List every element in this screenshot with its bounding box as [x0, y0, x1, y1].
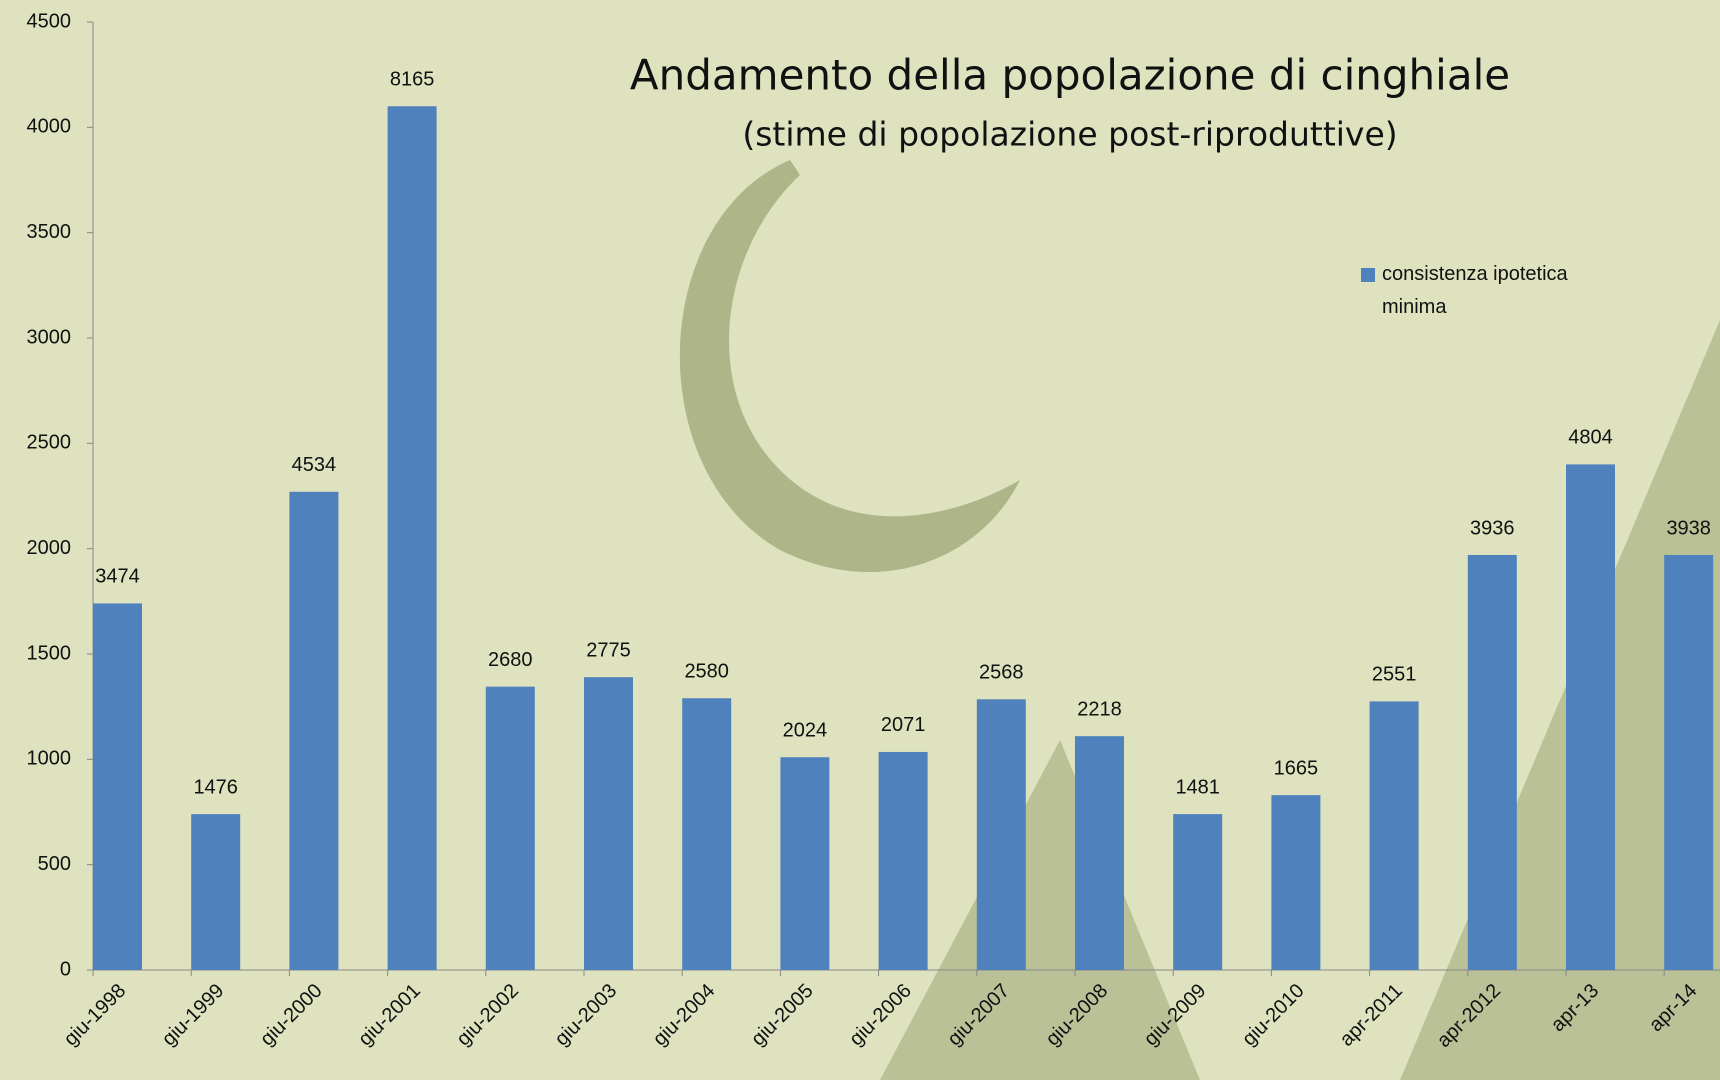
- y-tick-label: 4500: [27, 10, 72, 32]
- data-label: 2551: [1372, 664, 1417, 686]
- y-tick-label: 3000: [27, 326, 72, 348]
- bar: [1664, 555, 1713, 970]
- legend-swatch: [1361, 268, 1375, 282]
- y-tick-label: 0: [60, 958, 71, 980]
- y-tick-label: 500: [38, 853, 71, 875]
- data-label: 2680: [488, 649, 533, 671]
- bar: [1468, 555, 1517, 970]
- chart-subtitle: (stime di popolazione post-riproduttive): [742, 115, 1397, 154]
- data-label: 1476: [193, 776, 238, 798]
- bar: [584, 677, 633, 970]
- data-label: 8165: [390, 69, 435, 91]
- data-label: 2071: [881, 714, 926, 736]
- bar: [1370, 701, 1419, 970]
- bar: [780, 757, 829, 970]
- y-tick-label: 2000: [27, 537, 72, 559]
- bar: [388, 106, 437, 970]
- data-label: 2218: [1077, 698, 1122, 720]
- data-label: 3938: [1666, 517, 1711, 539]
- data-label: 4804: [1568, 427, 1613, 449]
- data-label: 2024: [783, 720, 828, 742]
- data-label: 1665: [1274, 757, 1319, 779]
- y-tick-label: 1500: [27, 642, 72, 664]
- bar: [486, 687, 535, 970]
- bar: [1173, 814, 1222, 970]
- data-label: 3936: [1470, 517, 1515, 539]
- y-tick-label: 1000: [27, 748, 72, 770]
- bar: [289, 492, 338, 970]
- data-label: 2775: [586, 639, 631, 661]
- page: Andamento della popolazione di cinghiale…: [0, 0, 1720, 1080]
- bar: [1271, 795, 1320, 970]
- y-tick-label: 4000: [27, 116, 72, 138]
- bar: [879, 752, 928, 970]
- data-label: 2568: [979, 662, 1024, 684]
- bar: [1566, 464, 1615, 970]
- y-tick-label: 2500: [27, 432, 72, 454]
- y-tick-label: 3500: [27, 221, 72, 243]
- data-label: 3474: [95, 566, 140, 588]
- bar: [977, 699, 1026, 970]
- data-label: 4534: [292, 454, 337, 476]
- chart-title: Andamento della popolazione di cinghiale: [630, 51, 1510, 100]
- data-label: 1481: [1175, 776, 1220, 798]
- bar: [93, 603, 142, 970]
- bar: [191, 814, 240, 970]
- data-label: 2580: [684, 661, 729, 683]
- bar: [1075, 736, 1124, 970]
- chart: Andamento della popolazione di cinghiale…: [0, 0, 1720, 1080]
- bar: [682, 698, 731, 970]
